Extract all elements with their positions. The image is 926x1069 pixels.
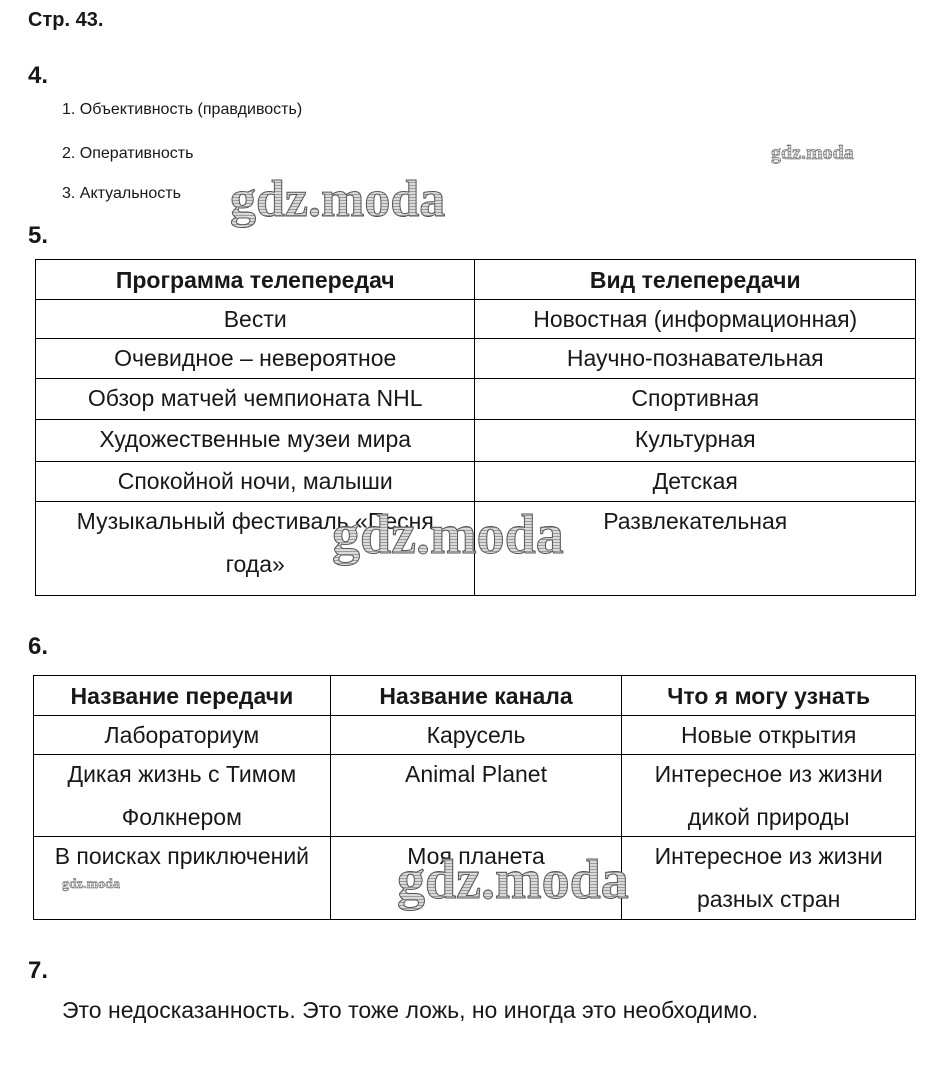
svg-text:gdz.moda: gdz.moda (771, 142, 854, 164)
svg-text:gdz.moda: gdz.moda (332, 505, 564, 566)
svg-text:gdz.moda: gdz.moda (230, 172, 445, 228)
svg-text:gdz.moda: gdz.moda (62, 877, 120, 892)
svg-text:gdz.moda: gdz.moda (397, 850, 629, 911)
